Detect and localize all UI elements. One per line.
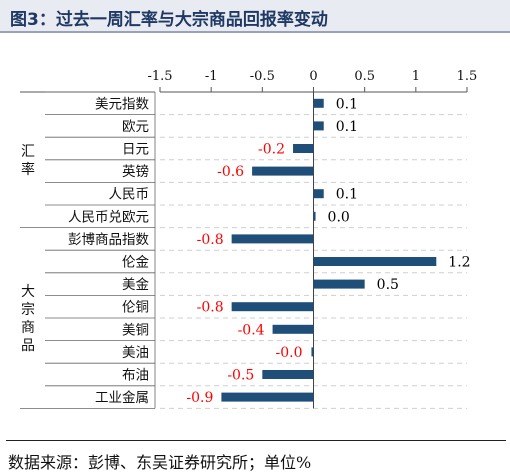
category-label: 人民币兑欧元 [68, 209, 149, 225]
bar [272, 324, 314, 334]
bar [293, 144, 314, 153]
x-tick-label: -1.5 [147, 69, 172, 84]
x-tick-label: -0.5 [250, 69, 275, 84]
category-label: 伦金 [122, 255, 149, 271]
title-bar: 图3：过去一周汇率与大宗商品回报率变动 [0, 0, 510, 33]
group-label-fx: 汇率 [21, 144, 35, 178]
x-tick-label: 0.5 [354, 69, 375, 84]
category-label: 工业金属 [95, 390, 149, 406]
value-label: -0.5 [227, 368, 254, 384]
source-note: 数据来源：彭博、东吴证券研究所；单位% [8, 453, 312, 472]
x-tick-label: -1 [205, 69, 218, 84]
bar [262, 370, 314, 379]
bar [313, 189, 324, 199]
value-label: -0.9 [186, 390, 213, 406]
bar [313, 211, 316, 221]
category-label: 美金 [122, 277, 149, 293]
group-label-commodities: 大宗商品 [21, 284, 35, 354]
x-tick-label: 1 [412, 69, 420, 84]
category-label: 美元指数 [95, 96, 149, 112]
footer-divider [6, 440, 506, 441]
value-label: -0.6 [217, 164, 244, 180]
category-label: 美铜 [122, 322, 149, 338]
value-label: 0.1 [336, 187, 358, 203]
bar [313, 98, 324, 108]
category-label: 伦铜 [122, 300, 149, 316]
value-label: -0.4 [238, 322, 265, 338]
value-label: 0.0 [328, 209, 350, 225]
bar [252, 166, 314, 176]
category-label: 人民币 [109, 187, 150, 203]
x-tick-label: 1.5 [457, 69, 478, 84]
value-label: -0.0 [276, 345, 303, 361]
category-label: 欧元 [122, 119, 149, 135]
value-label: 0.1 [336, 96, 358, 112]
value-label: -0.8 [197, 300, 224, 316]
value-label: -0.2 [258, 142, 285, 158]
bar [231, 234, 314, 244]
category-label: 布油 [122, 368, 149, 384]
category-label: 英镑 [122, 163, 149, 180]
category-label: 美油 [122, 345, 149, 361]
x-tick-label: 0 [309, 69, 317, 84]
value-label: 0.5 [377, 277, 399, 293]
bar [221, 392, 314, 402]
category-label: 彭博商品指数 [68, 231, 149, 248]
bar [311, 347, 314, 357]
bar [313, 257, 437, 266]
bar [231, 302, 314, 312]
value-label: 0.1 [336, 119, 358, 135]
value-label: -0.8 [197, 232, 224, 248]
category-label: 日元 [122, 142, 149, 158]
value-label: 1.2 [448, 255, 470, 271]
chart-title: 图3：过去一周汇率与大宗商品回报率变动 [10, 10, 328, 30]
bar [313, 279, 365, 289]
bar [313, 121, 324, 131]
